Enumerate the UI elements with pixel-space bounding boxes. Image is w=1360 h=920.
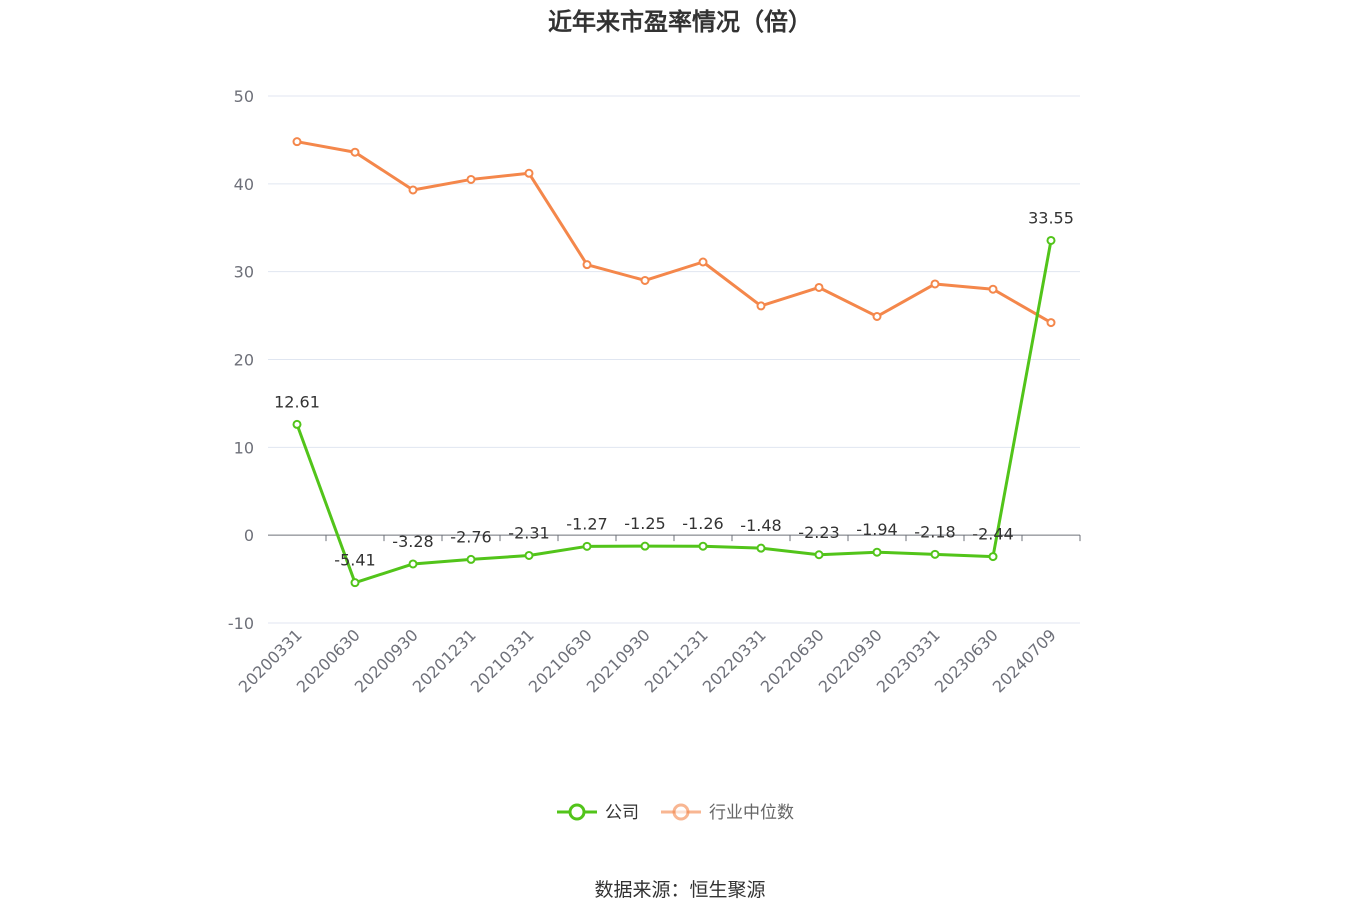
data-point[interactable] [930, 279, 940, 289]
data-point[interactable] [698, 541, 708, 551]
legend[interactable]: 公司 行业中位数 [557, 803, 794, 823]
data-point[interactable] [640, 275, 650, 285]
data-label: 33.55 [1028, 208, 1074, 227]
data-label: -1.26 [682, 514, 723, 533]
data-point[interactable] [582, 260, 592, 270]
data-label: -3.28 [392, 532, 433, 551]
chart-title: 近年来市盈率情况（倍） [548, 8, 812, 36]
data-label: -1.27 [566, 514, 607, 533]
data-label: -1.48 [740, 516, 781, 535]
data-point[interactable] [524, 550, 534, 560]
data-labels: 12.61 -5.41 -3.28 -2.76 -2.31 -1.27 -1.25 -1.26… [274, 208, 1074, 569]
data-label: -2.23 [798, 523, 839, 542]
legend-item-company[interactable]: 公司 [557, 803, 639, 823]
y-tick-label: 50 [234, 87, 254, 106]
data-point[interactable] [698, 257, 708, 267]
data-point[interactable] [640, 541, 650, 551]
legend-marker-icon [568, 803, 586, 821]
data-label: 12.61 [274, 392, 320, 411]
data-point[interactable] [524, 168, 534, 178]
data-point[interactable] [466, 174, 476, 184]
x-tick-label: 20240709 [989, 625, 1060, 696]
data-point[interactable] [756, 543, 766, 553]
data-point[interactable] [350, 578, 360, 588]
y-tick-label: 30 [234, 263, 254, 282]
data-label: -2.44 [972, 525, 1013, 544]
legend-marker-icon [672, 803, 690, 821]
data-point[interactable] [872, 547, 882, 557]
data-point[interactable] [582, 541, 592, 551]
data-label: -2.31 [508, 523, 549, 542]
data-point[interactable] [292, 137, 302, 147]
data-point[interactable] [350, 147, 360, 157]
data-label: -2.76 [450, 527, 491, 546]
series-line-1 [296, 140, 1052, 324]
y-tick-label: -10 [228, 614, 254, 633]
data-source: 数据来源：恒生聚源 [594, 879, 765, 901]
data-point[interactable] [988, 552, 998, 562]
data-point[interactable] [466, 554, 476, 564]
y-tick-label: 10 [234, 438, 254, 457]
data-point[interactable] [756, 301, 766, 311]
data-point[interactable] [292, 419, 302, 429]
data-point[interactable] [1046, 318, 1056, 328]
data-point[interactable] [872, 311, 882, 321]
data-point[interactable] [1046, 235, 1056, 245]
y-axis: -10 0 10 20 30 40 50 [228, 87, 254, 633]
data-label: -1.94 [856, 520, 897, 539]
series-lines [292, 137, 1056, 588]
data-point[interactable] [988, 284, 998, 294]
y-tick-label: 0 [244, 526, 254, 545]
legend-label-company: 公司 [605, 803, 639, 823]
data-point[interactable] [814, 282, 824, 292]
data-label: -1.25 [624, 514, 665, 533]
legend-item-industry-median[interactable]: 行业中位数 [661, 803, 794, 823]
data-point[interactable] [930, 549, 940, 559]
data-point[interactable] [408, 559, 418, 569]
data-point[interactable] [408, 185, 418, 195]
y-tick-label: 40 [234, 175, 254, 194]
data-point[interactable] [814, 550, 824, 560]
legend-label-industry-median: 行业中位数 [709, 803, 794, 823]
data-label: -5.41 [334, 551, 375, 570]
y-tick-label: 20 [234, 351, 254, 370]
series-line-0 [295, 240, 1053, 585]
data-label: -2.18 [914, 522, 955, 541]
